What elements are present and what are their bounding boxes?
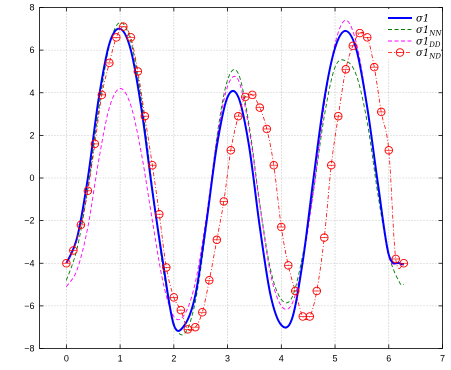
legend-label-subscript: DD — [428, 41, 441, 49]
legend-label: σ1 — [416, 14, 429, 25]
y-tick-label: −4 — [24, 258, 34, 268]
x-tick-label: 6 — [386, 354, 391, 364]
x-tick-label: 0 — [64, 354, 69, 364]
legend-label: σ1DD — [416, 37, 441, 50]
x-tick-label: 7 — [440, 354, 445, 364]
x-tick-label: 1 — [118, 354, 123, 364]
series-line-nn — [65, 21, 405, 336]
y-tick-label: −2 — [24, 216, 34, 226]
legend-label-base: σ1 — [416, 14, 429, 25]
x-tick-label: 2 — [171, 354, 176, 364]
axis-ticks: 0 1 2 3 4 5 6 7 −8 −6 −4 −2 0 2 4 6 8 — [24, 3, 445, 364]
x-tick-label: 4 — [279, 354, 284, 364]
series-layer — [62, 19, 409, 336]
y-tick-label: 0 — [29, 173, 34, 183]
y-tick-label: 8 — [29, 3, 34, 13]
legend-label-subscript: ND — [428, 53, 441, 61]
y-tick-label: 4 — [29, 88, 34, 98]
legend-label: σ1NN — [416, 25, 442, 38]
x-tick-label: 3 — [225, 354, 230, 364]
y-tick-label: 2 — [29, 130, 34, 140]
y-tick-label: 6 — [29, 45, 34, 55]
legend-label-base: σ1 — [416, 48, 429, 59]
legend-label-subscript: NN — [428, 30, 442, 38]
legend-label-base: σ1 — [416, 25, 429, 36]
grid-lines — [39, 7, 443, 349]
legend-label: σ1ND — [416, 48, 441, 61]
x-tick-label: 5 — [333, 354, 338, 364]
series-line-main — [65, 27, 405, 332]
y-tick-label: −6 — [24, 301, 34, 311]
y-tick-label: −8 — [24, 344, 34, 354]
legend-label-base: σ1 — [416, 37, 429, 48]
